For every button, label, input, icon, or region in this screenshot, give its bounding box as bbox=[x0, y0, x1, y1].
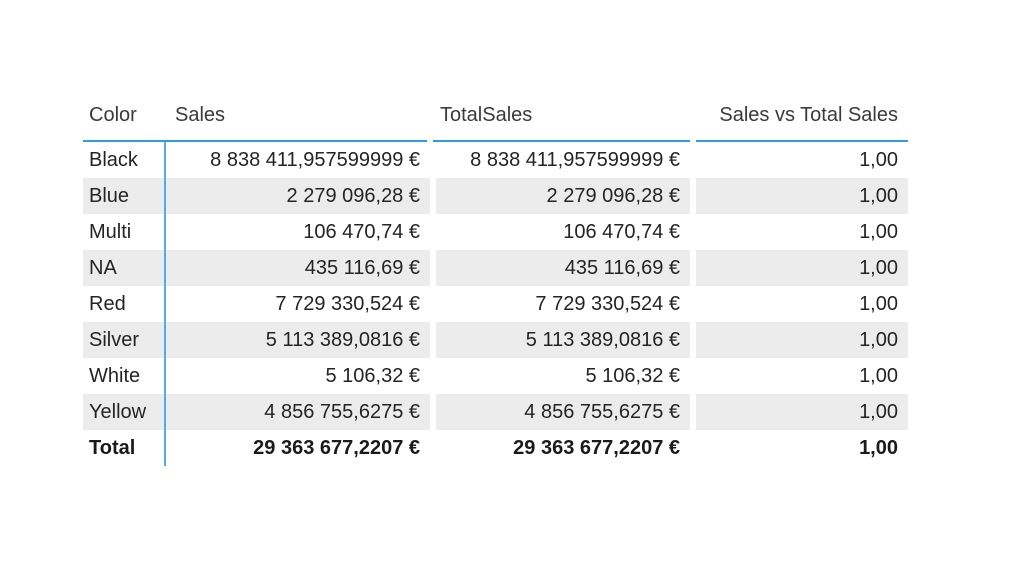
column-header-totalsales[interactable]: TotalSales bbox=[440, 103, 533, 126]
table-row[interactable]: Yellow 4 856 755,6275 €4 856 755,6275 €1,… bbox=[83, 394, 908, 430]
cell-totalsales[interactable]: 29 363 677,2207 € bbox=[430, 430, 690, 466]
cell-sales[interactable]: 4 856 755,6275 € bbox=[264, 401, 420, 423]
cell-sales[interactable]: 106 470,74 € bbox=[303, 221, 420, 243]
cell-totalsales[interactable]: 435 116,69 € bbox=[430, 250, 690, 286]
column-header-sales[interactable]: Sales bbox=[175, 103, 226, 126]
table-row[interactable]: Silver 5 113 389,0816 €5 113 389,0816 €1,… bbox=[83, 322, 908, 358]
cell-ratio[interactable]: 1,00 bbox=[690, 358, 908, 394]
cell-ratio[interactable]: 1,00 bbox=[690, 394, 908, 430]
cell-totalsales[interactable]: 2 279 096,28 € bbox=[430, 178, 690, 214]
cell-totalsales[interactable]: 4 856 755,6275 € bbox=[430, 394, 690, 430]
cell-totalsales[interactable]: 8 838 411,957599999 € bbox=[430, 142, 690, 178]
cell-color[interactable]: Black bbox=[89, 149, 138, 171]
table-row[interactable]: Multi 106 470,74 €106 470,74 €1,00 bbox=[83, 214, 908, 250]
cell-ratio[interactable]: 1,00 bbox=[690, 286, 908, 322]
cell-sales[interactable]: 435 116,69 € bbox=[304, 257, 420, 279]
header-underline-segment bbox=[696, 140, 908, 142]
cell-totalsales[interactable]: 5 113 389,0816 € bbox=[430, 322, 690, 358]
column-divider-line bbox=[164, 142, 166, 466]
cell-sales[interactable]: 5 106,32 € bbox=[325, 365, 420, 387]
table-row[interactable]: Blue 2 279 096,28 €2 279 096,28 €1,00 bbox=[83, 178, 908, 214]
table-header-row: Color Sales TotalSales Sales vs Total Sa… bbox=[83, 90, 908, 140]
cell-ratio[interactable]: 1,00 bbox=[690, 178, 908, 214]
cell-color[interactable]: NA bbox=[89, 257, 117, 279]
cell-color[interactable]: Blue bbox=[89, 185, 130, 207]
cell-totalsales[interactable]: 7 729 330,524 € bbox=[430, 286, 690, 322]
cell-color[interactable]: White bbox=[89, 365, 141, 387]
column-header-sales-vs-total-sales[interactable]: Sales vs Total Sales bbox=[719, 103, 898, 126]
table-total-row[interactable]: Total 29 363 677,2207 €29 363 677,2207 €1… bbox=[83, 430, 908, 466]
cell-ratio[interactable]: 1,00 bbox=[690, 142, 908, 178]
cell-ratio[interactable]: 1,00 bbox=[690, 250, 908, 286]
cell-color[interactable]: Red bbox=[89, 293, 126, 315]
cell-sales[interactable]: 5 113 389,0816 € bbox=[265, 329, 420, 351]
cell-ratio[interactable]: 1,00 bbox=[690, 430, 908, 466]
cell-color[interactable]: Silver bbox=[89, 329, 140, 351]
table-row[interactable]: White 5 106,32 €5 106,32 €1,00 bbox=[83, 358, 908, 394]
table-row[interactable]: Red 7 729 330,524 €7 729 330,524 €1,00 bbox=[83, 286, 908, 322]
cell-ratio[interactable]: 1,00 bbox=[690, 322, 908, 358]
table-row[interactable]: Black 8 838 411,957599999 € 8 838 411,9575… bbox=[83, 142, 908, 178]
cell-color[interactable]: Total bbox=[89, 437, 136, 459]
cell-totalsales[interactable]: 106 470,74 € bbox=[430, 214, 690, 250]
cell-sales[interactable]: 8 838 411,957599999 € bbox=[210, 149, 420, 171]
cell-color[interactable]: Multi bbox=[89, 221, 132, 243]
header-underline-segment bbox=[433, 140, 690, 142]
powerbi-table-visual: Color Sales TotalSales Sales vs Total Sa… bbox=[83, 90, 908, 466]
cell-sales[interactable]: 7 729 330,524 € bbox=[275, 293, 420, 315]
cell-totalsales[interactable]: 5 106,32 € bbox=[430, 358, 690, 394]
header-underline-segment bbox=[83, 140, 427, 142]
table-body: Black 8 838 411,957599999 € 8 838 411,9575… bbox=[83, 142, 908, 466]
cell-ratio[interactable]: 1,00 bbox=[690, 214, 908, 250]
table-row[interactable]: NA 435 116,69 €435 116,69 €1,00 bbox=[83, 250, 908, 286]
header-underline bbox=[83, 140, 908, 142]
column-header-color[interactable]: Color bbox=[89, 103, 137, 126]
cell-sales[interactable]: 2 279 096,28 € bbox=[286, 185, 420, 207]
cell-sales[interactable]: 29 363 677,2207 € bbox=[253, 437, 420, 459]
cell-color[interactable]: Yellow bbox=[89, 401, 147, 423]
